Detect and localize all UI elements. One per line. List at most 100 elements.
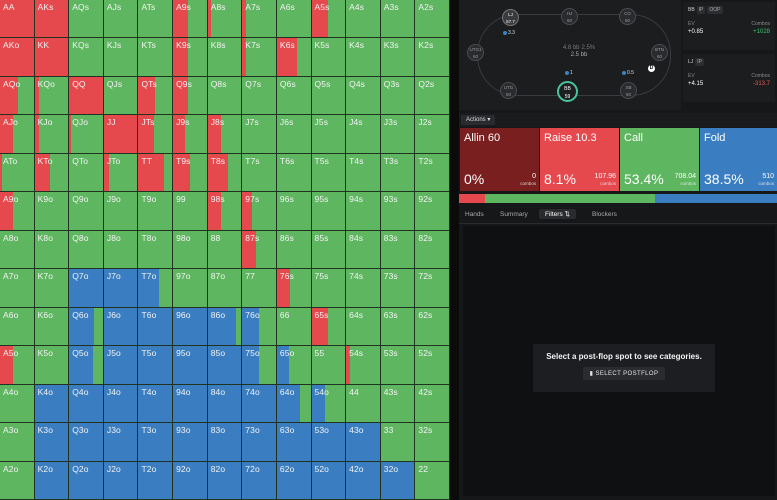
player-box-lj[interactable]: LJ IP EV Combos +4.15 -313.7 <box>683 54 775 102</box>
hand-cell-T3s[interactable]: T3s <box>380 153 416 193</box>
seat-bb[interactable]: BB 59 <box>557 81 578 102</box>
hand-cell-AKo[interactable]: AKo <box>0 38 35 77</box>
hand-cell-94o[interactable]: 94o <box>173 384 208 424</box>
hand-cell-A7s[interactable]: A7s <box>242 0 277 39</box>
hand-cell-62s[interactable]: 62s <box>415 307 450 347</box>
action-fold[interactable]: Fold 38.5% 510 combos <box>700 128 777 191</box>
hand-cell-Q8s[interactable]: Q8s <box>207 76 243 116</box>
hand-cell-A9o[interactable]: A9o <box>0 192 35 231</box>
hand-cell-97o[interactable]: 97o <box>173 269 208 308</box>
hand-cell-88[interactable]: 88 <box>207 230 243 270</box>
hand-cell-53o[interactable]: 53o <box>311 423 347 462</box>
hand-cell-72o[interactable]: 72o <box>242 461 277 500</box>
hand-cell-AA[interactable]: AA <box>0 0 35 39</box>
hand-cell-T8o[interactable]: T8o <box>138 230 174 270</box>
hand-cell-KTo[interactable]: KTo <box>34 153 70 193</box>
hand-cell-84s[interactable]: 84s <box>346 230 381 270</box>
hand-cell-98o[interactable]: 98o <box>173 230 208 270</box>
hand-cell-Q9s[interactable]: Q9s <box>173 76 208 116</box>
hand-cell-74o[interactable]: 74o <box>242 384 277 424</box>
hand-cell-Q3o[interactable]: Q3o <box>69 423 104 462</box>
hand-cell-T5s[interactable]: T5s <box>311 153 347 193</box>
hand-cell-75o[interactable]: 75o <box>242 346 277 385</box>
hand-cell-Q5o[interactable]: Q5o <box>69 346 104 385</box>
hand-cell-K2s[interactable]: K2s <box>415 38 450 77</box>
hand-cell-33[interactable]: 33 <box>380 423 416 462</box>
hand-cell-93s[interactable]: 93s <box>380 192 416 231</box>
action-raise[interactable]: Raise 10.3 8.1% 107.96 combos <box>540 128 619 191</box>
hand-cell-A5o[interactable]: A5o <box>0 346 35 385</box>
seat-lj[interactable]: LJ 57.7 <box>502 9 519 26</box>
hand-cell-86o[interactable]: 86o <box>207 307 243 347</box>
hand-cell-54s[interactable]: 54s <box>346 346 381 385</box>
hand-cell-T2s[interactable]: T2s <box>415 153 450 193</box>
hand-cell-K8s[interactable]: K8s <box>207 38 243 77</box>
hand-cell-T6s[interactable]: T6s <box>276 153 312 193</box>
hand-cell-J9o[interactable]: J9o <box>103 192 139 231</box>
hand-cell-Q9o[interactable]: Q9o <box>69 192 104 231</box>
panel-divider[interactable] <box>450 0 459 500</box>
hand-cell-96s[interactable]: 96s <box>276 192 312 231</box>
hand-cell-T6o[interactable]: T6o <box>138 307 174 347</box>
hand-cell-44[interactable]: 44 <box>346 384 381 424</box>
hand-cell-T4o[interactable]: T4o <box>138 384 174 424</box>
hand-cell-72s[interactable]: 72s <box>415 269 450 308</box>
hand-cell-76s[interactable]: 76s <box>276 269 312 308</box>
hand-cell-85o[interactable]: 85o <box>207 346 243 385</box>
hand-cell-K4s[interactable]: K4s <box>346 38 381 77</box>
hand-cell-J6s[interactable]: J6s <box>276 115 312 154</box>
hand-cell-98s[interactable]: 98s <box>207 192 243 231</box>
hand-cell-J7s[interactable]: J7s <box>242 115 277 154</box>
hand-cell-T7s[interactable]: T7s <box>242 153 277 193</box>
hand-cell-A8o[interactable]: A8o <box>0 230 35 270</box>
hand-cell-J3s[interactable]: J3s <box>380 115 416 154</box>
hand-cell-KJs[interactable]: KJs <box>103 38 139 77</box>
hand-cell-Q8o[interactable]: Q8o <box>69 230 104 270</box>
hand-cell-55[interactable]: 55 <box>311 346 347 385</box>
hand-cell-A7o[interactable]: A7o <box>0 269 35 308</box>
hand-cell-43o[interactable]: 43o <box>346 423 381 462</box>
hand-cell-63s[interactable]: 63s <box>380 307 416 347</box>
hand-cell-QTo[interactable]: QTo <box>69 153 104 193</box>
hand-cell-TT[interactable]: TT <box>138 153 174 193</box>
hand-cell-95s[interactable]: 95s <box>311 192 347 231</box>
hand-cell-J8o[interactable]: J8o <box>103 230 139 270</box>
hand-cell-99[interactable]: 99 <box>173 192 208 231</box>
hand-cell-T5o[interactable]: T5o <box>138 346 174 385</box>
hand-cell-43s[interactable]: 43s <box>380 384 416 424</box>
hand-cell-73s[interactable]: 73s <box>380 269 416 308</box>
hand-cell-T9o[interactable]: T9o <box>138 192 174 231</box>
hand-cell-T2o[interactable]: T2o <box>138 461 174 500</box>
hand-cell-Q3s[interactable]: Q3s <box>380 76 416 116</box>
hand-cell-AQs[interactable]: AQs <box>69 0 104 39</box>
hand-cell-QQ[interactable]: QQ <box>69 76 104 116</box>
hand-cell-A3o[interactable]: A3o <box>0 423 35 462</box>
hand-cell-53s[interactable]: 53s <box>380 346 416 385</box>
hand-cell-JJ[interactable]: JJ <box>103 115 139 154</box>
hand-cell-97s[interactable]: 97s <box>242 192 277 231</box>
hand-cell-J9s[interactable]: J9s <box>173 115 208 154</box>
hand-cell-A6s[interactable]: A6s <box>276 0 312 39</box>
hand-cell-Q7s[interactable]: Q7s <box>242 76 277 116</box>
hand-cell-J5o[interactable]: J5o <box>103 346 139 385</box>
hand-cell-K7s[interactable]: K7s <box>242 38 277 77</box>
hand-cell-QJo[interactable]: QJo <box>69 115 104 154</box>
hand-cell-86s[interactable]: 86s <box>276 230 312 270</box>
hand-cell-K9o[interactable]: K9o <box>34 192 70 231</box>
hand-cell-QJs[interactable]: QJs <box>103 76 139 116</box>
hand-cell-93o[interactable]: 93o <box>173 423 208 462</box>
hand-cell-K6o[interactable]: K6o <box>34 307 70 347</box>
hand-cell-66[interactable]: 66 <box>276 307 312 347</box>
hand-cell-A5s[interactable]: A5s <box>311 0 347 39</box>
hand-cell-Q6o[interactable]: Q6o <box>69 307 104 347</box>
tab-summary[interactable]: Summary <box>500 211 528 218</box>
hand-cell-K2o[interactable]: K2o <box>34 461 70 500</box>
hand-cell-87s[interactable]: 87s <box>242 230 277 270</box>
hand-cell-42s[interactable]: 42s <box>415 384 450 424</box>
tab-filters[interactable]: Filters ⇅ <box>539 209 576 219</box>
hand-cell-T3o[interactable]: T3o <box>138 423 174 462</box>
hand-cell-T7o[interactable]: T7o <box>138 269 174 308</box>
hand-cell-A9s[interactable]: A9s <box>173 0 208 39</box>
hand-cell-A4s[interactable]: A4s <box>346 0 381 39</box>
action-call[interactable]: Call 53.4% 708.04 combos <box>620 128 699 191</box>
